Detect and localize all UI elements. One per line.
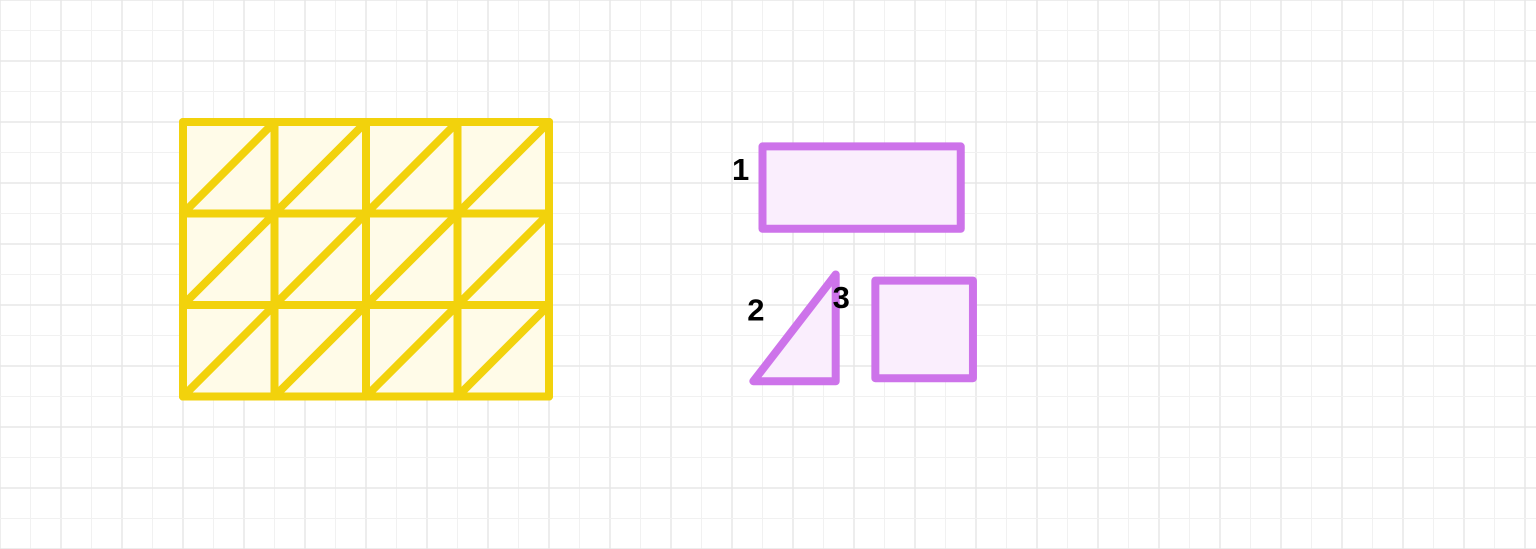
purple-square-3	[875, 281, 973, 379]
purple-rectangle-1	[763, 146, 961, 228]
purple-shapes-group	[753, 146, 973, 381]
purple-triangle-2	[753, 275, 835, 382]
yellow-triangulated-rect	[183, 122, 549, 397]
diagram-canvas: 1 2 3	[0, 0, 1536, 549]
label-3: 3	[833, 280, 850, 315]
label-2: 2	[747, 292, 764, 327]
label-1: 1	[732, 152, 749, 187]
